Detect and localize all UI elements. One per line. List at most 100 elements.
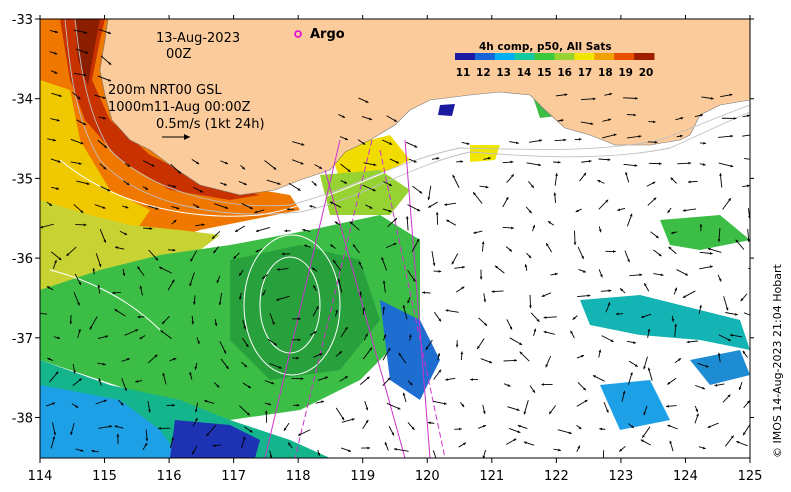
current-arrowhead	[485, 185, 489, 189]
current-arrowhead	[86, 182, 90, 185]
current-arrowhead	[667, 210, 671, 214]
current-arrowhead	[255, 249, 259, 253]
current-arrowhead	[402, 304, 406, 308]
track-3	[324, 169, 406, 458]
current-arrowhead	[109, 425, 113, 428]
current-arrowhead	[57, 160, 61, 163]
current-arrowhead	[298, 317, 301, 321]
current-arrowhead	[349, 221, 353, 225]
x-tick-label: 123	[608, 469, 633, 484]
current-arrowhead	[77, 302, 80, 306]
current-arrowhead	[609, 92, 613, 96]
current-arrowhead	[296, 356, 300, 360]
current-arrowhead	[243, 326, 247, 330]
current-arrowhead	[78, 281, 81, 285]
current-arrowhead	[108, 31, 112, 34]
current-arrowhead	[753, 315, 756, 318]
sst-patch-east2	[660, 215, 750, 250]
current-arrowhead	[342, 115, 346, 118]
current-arrowhead	[172, 403, 175, 407]
current-arrowhead	[668, 246, 672, 250]
y-tick-label: -33	[12, 13, 33, 28]
current-arrowhead	[427, 421, 431, 425]
current-arrowhead	[695, 409, 698, 413]
current-arrowhead	[680, 117, 684, 120]
current-arrowhead	[667, 424, 671, 428]
current-arrowhead	[397, 406, 401, 410]
current-arrowhead	[319, 166, 323, 169]
current-arrowhead	[344, 376, 348, 379]
current-arrowhead	[543, 330, 547, 334]
current-arrowhead	[577, 445, 580, 449]
current-arrowhead	[108, 62, 112, 65]
current-arrowhead	[543, 316, 547, 319]
current-arrowhead	[756, 95, 759, 98]
current-arrowhead	[112, 291, 115, 295]
map-frame	[39, 18, 751, 459]
current-arrowhead	[727, 338, 731, 341]
current-arrowhead	[687, 180, 691, 184]
current-arrowhead	[402, 392, 406, 396]
current-arrowhead	[588, 159, 592, 163]
current-arrowhead	[643, 366, 646, 370]
current-arrowhead	[225, 206, 229, 209]
current-arrowhead	[212, 236, 215, 239]
current-arrowhead	[700, 114, 704, 117]
current-arrowhead	[436, 157, 440, 160]
streamline-shelf	[59, 159, 421, 217]
current-arrowhead	[244, 364, 248, 368]
current-arrowhead	[335, 309, 338, 313]
colorbar-tick-label: 18	[598, 67, 613, 79]
current-arrowhead	[725, 307, 729, 311]
current-arrowhead	[365, 100, 369, 103]
current-arrowhead	[77, 96, 81, 100]
current-arrowhead	[735, 239, 739, 243]
current-arrowhead	[578, 426, 582, 430]
track-1	[264, 139, 341, 458]
current-arrowhead	[212, 444, 216, 448]
current-arrowhead	[409, 382, 413, 386]
current-arrowhead	[189, 283, 192, 287]
current-arrowhead	[717, 239, 721, 242]
current-arrowhead	[742, 350, 746, 354]
current-arrowhead	[666, 404, 669, 408]
current-arrowhead	[173, 185, 177, 188]
current-arrowhead	[103, 145, 107, 148]
current-arrowhead	[654, 140, 658, 144]
current-arrowhead	[391, 432, 394, 436]
y-axis: -33 -34 -35 -36 -37 -38	[12, 13, 754, 427]
current-arrowhead	[640, 439, 644, 443]
current-arrowhead	[389, 142, 393, 145]
current-arrowhead	[52, 138, 56, 142]
current-arrowhead	[194, 366, 198, 370]
current-arrowhead	[190, 258, 194, 262]
current-arrowhead	[249, 429, 253, 433]
current-arrowhead	[509, 248, 512, 252]
current-arrowhead	[564, 93, 568, 97]
current-arrowhead	[688, 161, 692, 165]
argo-float-marker[interactable]	[294, 30, 302, 38]
current-arrowhead	[438, 318, 441, 322]
current-arrowhead	[53, 432, 57, 436]
y-tick-label: -38	[12, 412, 33, 427]
current-arrowhead	[278, 366, 282, 369]
map-plot-area[interactable]	[36, 19, 759, 463]
current-arrowhead	[300, 161, 304, 165]
x-tick-label: 124	[673, 469, 698, 484]
current-arrowhead	[218, 302, 222, 306]
current-arrowhead	[387, 377, 391, 381]
current-arrowhead	[509, 326, 513, 330]
current-arrowhead	[483, 299, 487, 303]
current-arrowhead	[213, 250, 217, 254]
current-arrowhead	[582, 270, 586, 273]
current-arrowhead	[233, 255, 237, 259]
colorbar-swatch	[455, 53, 476, 60]
current-arrowhead	[610, 339, 614, 342]
current-arrowhead	[435, 212, 439, 215]
current-arrowhead	[541, 294, 545, 297]
current-arrowhead	[598, 229, 602, 233]
current-arrowhead	[482, 411, 486, 414]
current-arrowhead	[89, 326, 93, 330]
current-arrowhead	[145, 187, 149, 190]
current-arrowhead	[276, 298, 280, 301]
